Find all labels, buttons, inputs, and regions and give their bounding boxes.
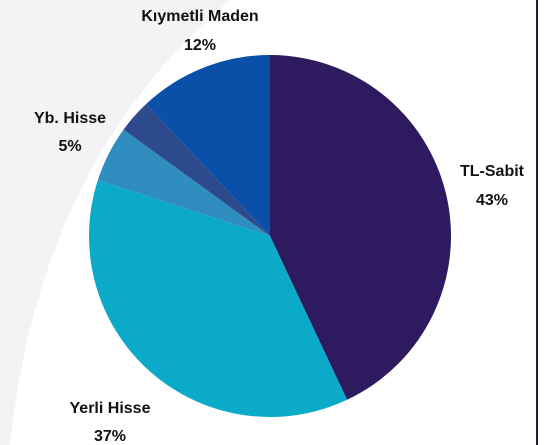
pie <box>88 54 451 417</box>
value-label: 43% <box>476 192 508 209</box>
pie-slice <box>146 54 270 236</box>
slice-label: Yerli Hisse <box>70 400 151 417</box>
value-label: 12% <box>184 37 216 54</box>
slice-label: Yb. Hisse <box>34 110 106 127</box>
slice-label: TL-Sabit <box>460 163 525 180</box>
value-label: 5% <box>58 138 81 155</box>
pie-slice <box>88 180 348 417</box>
value-label: 37% <box>94 428 126 445</box>
slice-label: Kıymetli Maden <box>141 8 258 25</box>
pie-slice <box>123 104 270 237</box>
pie-slice <box>97 129 271 236</box>
background-shape <box>0 0 230 445</box>
pie-slice <box>270 55 451 400</box>
